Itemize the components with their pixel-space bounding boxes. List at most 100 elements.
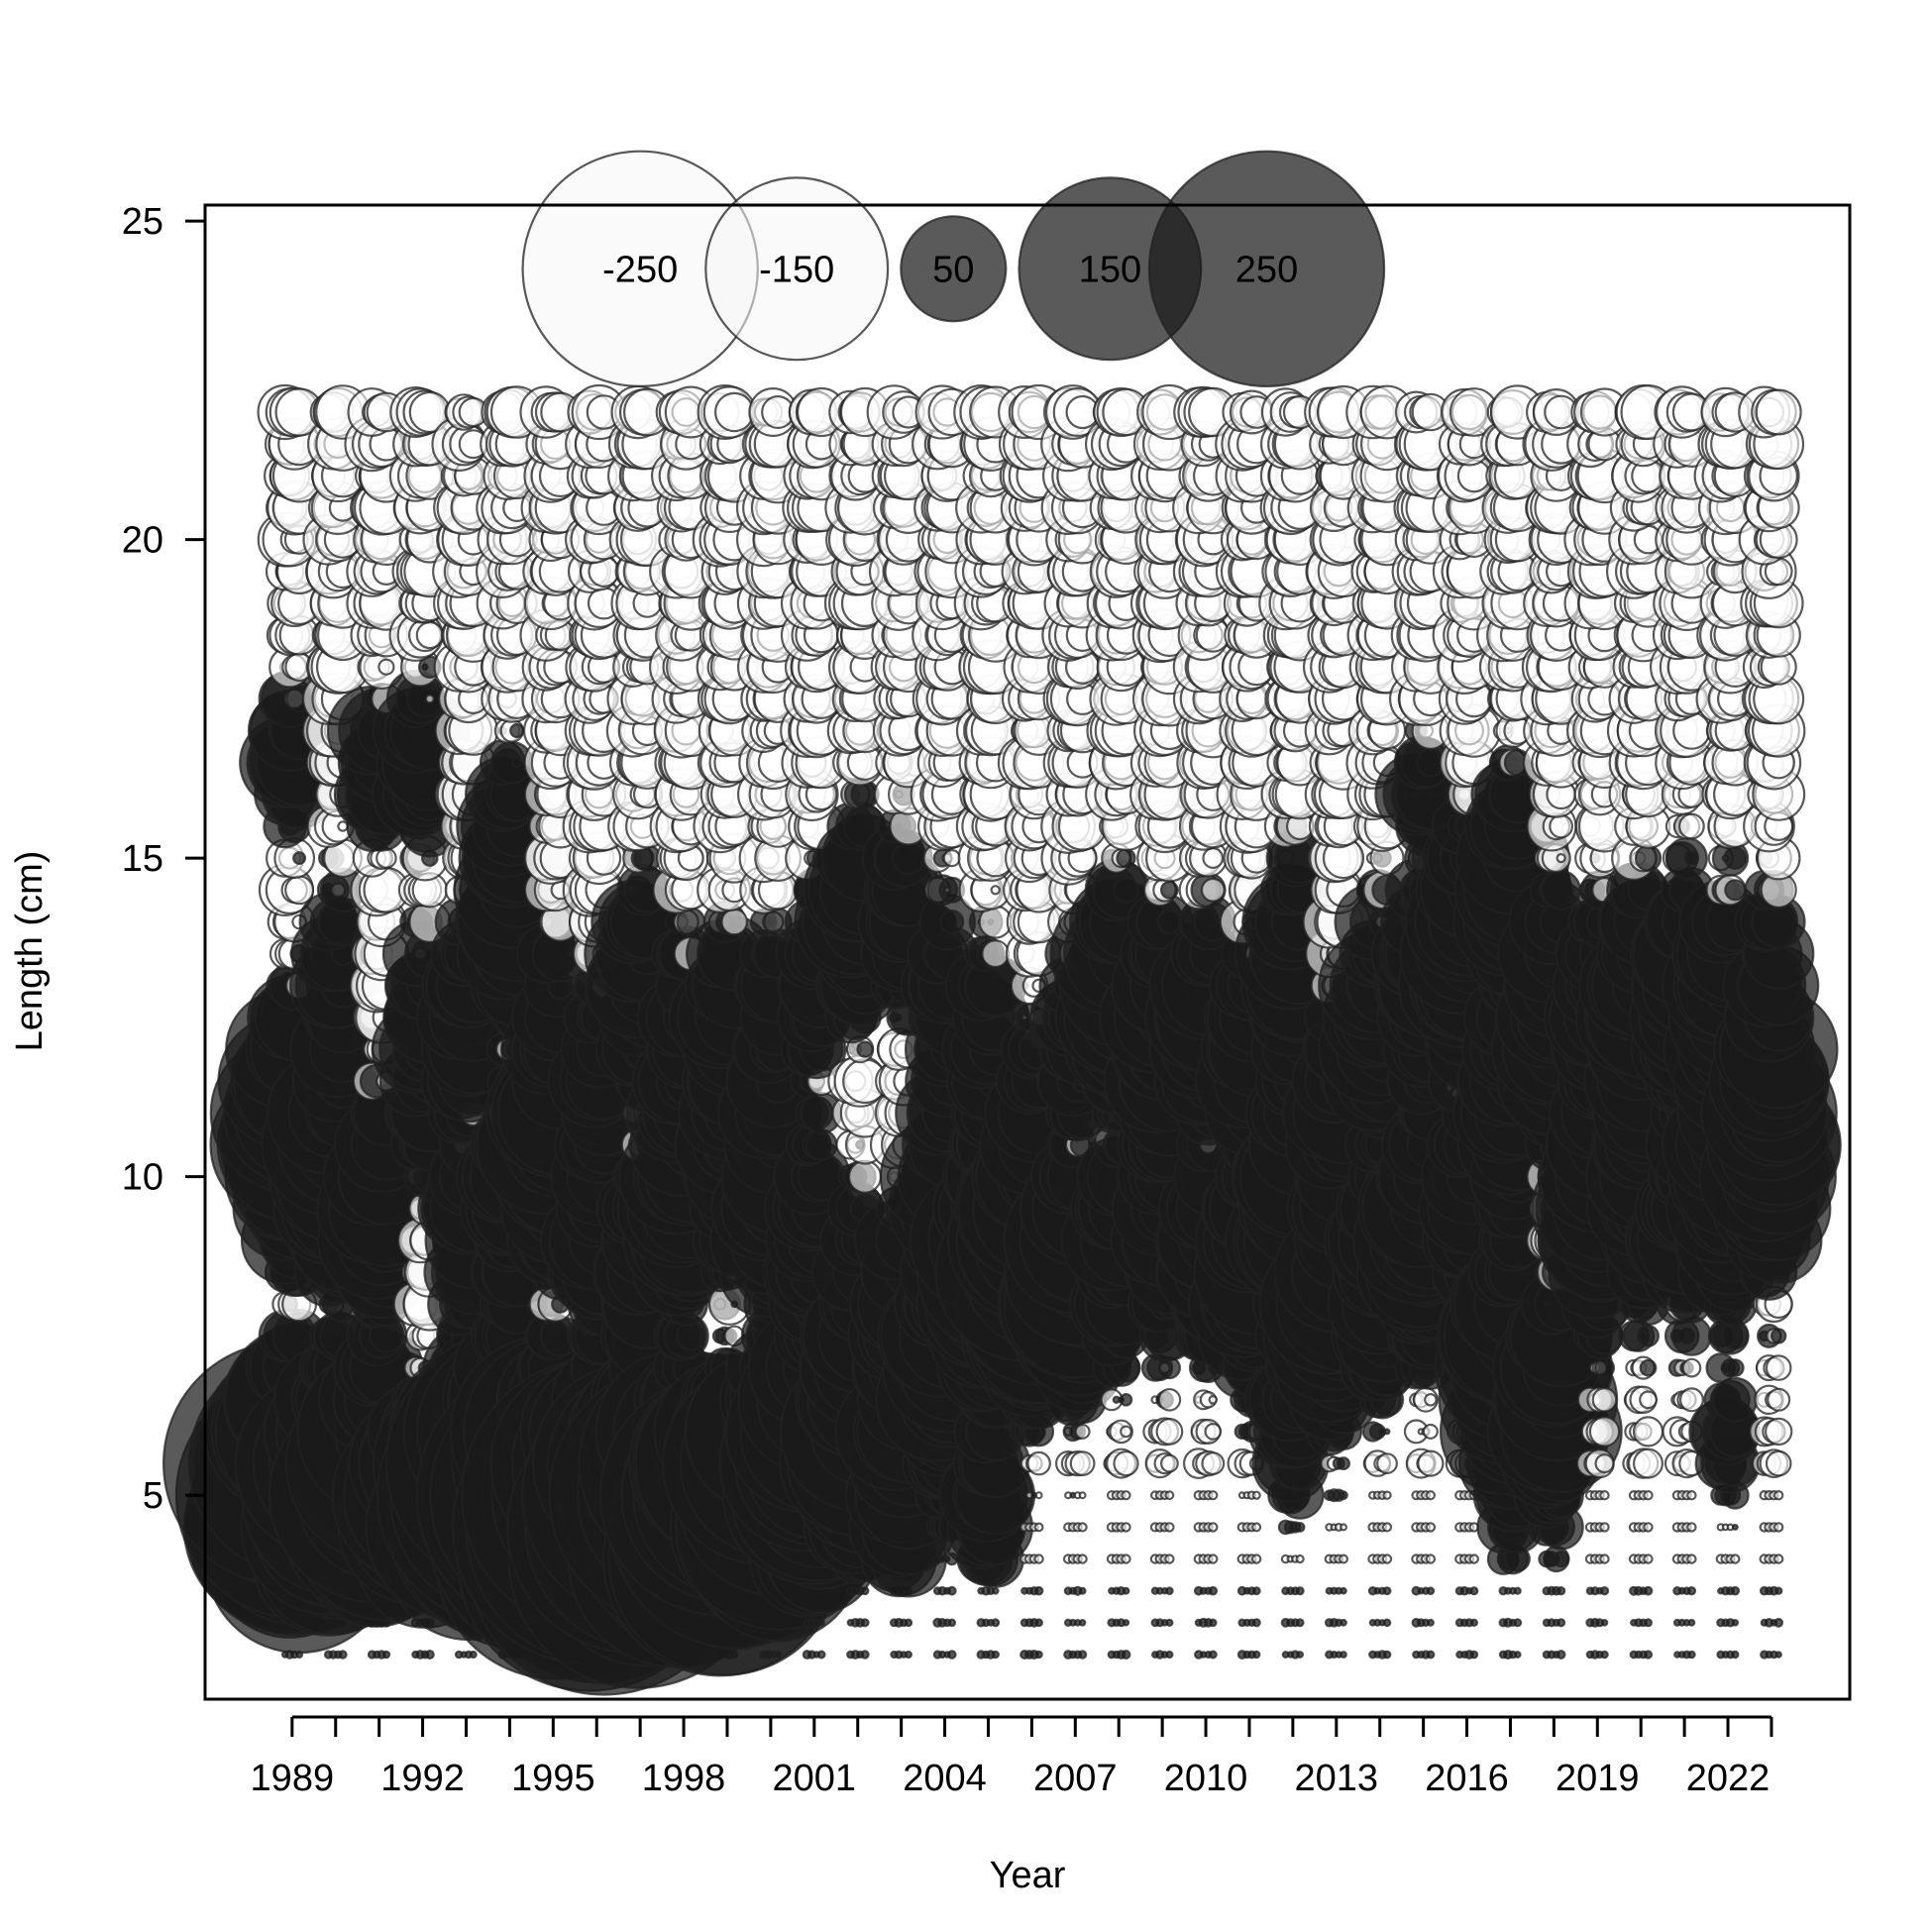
positive-residual-bubble [1426,1650,1436,1660]
positive-residual-bubble [816,1650,826,1660]
positive-residual-bubble [805,1128,838,1161]
negative-residual-bubble [847,1159,883,1194]
positive-residual-bubble [991,1650,1001,1660]
positive-residual-bubble [1541,869,1581,911]
positive-residual-bubble [1469,1618,1479,1628]
positive-residual-bubble [860,1586,870,1596]
positive-residual-bubble [1336,1456,1350,1471]
positive-residual-bubble [1251,1586,1261,1596]
positive-residual-bubble [1251,1650,1261,1660]
positive-residual-bubble [1294,1521,1306,1533]
negative-residual-bubble [1204,1423,1223,1441]
positive-residual-bubble [1121,1649,1131,1660]
positive-residual-bubble [1593,1356,1616,1379]
positive-residual-bubble [1112,876,1140,904]
negative-residual-bubble [1468,1554,1480,1564]
positive-residual-bubble [1339,1490,1348,1501]
positive-residual-bubble [509,722,525,739]
positive-residual-bubble [1251,1618,1261,1628]
positive-residual-bubble [675,1321,706,1351]
negative-residual-bubble [1208,1395,1219,1405]
positive-residual-bubble [1426,1618,1435,1627]
negative-residual-bubble [1159,1453,1179,1473]
positive-residual-bubble [1600,1650,1609,1660]
positive-residual-bubble [1296,1651,1304,1659]
negative-residual-bubble [337,820,349,832]
negative-residual-bubble [1157,1388,1182,1412]
positive-residual-bubble [424,1649,435,1660]
negative-residual-bubble [1121,1554,1131,1564]
positive-residual-bubble [991,1586,1000,1595]
positive-residual-bubble [292,851,307,866]
negative-residual-bubble [942,848,961,868]
negative-residual-bubble [1113,1449,1139,1477]
positive-residual-bubble [1209,1618,1218,1628]
positive-residual-bubble [1295,1618,1305,1628]
negative-residual-bubble [1588,1416,1621,1448]
negative-residual-bubble [424,694,435,704]
positive-residual-bubble [1382,1586,1392,1596]
positive-residual-bubble [1513,1618,1523,1628]
negative-residual-bubble [1250,1554,1262,1564]
positive-residual-bubble [1599,1585,1610,1596]
positive-residual-bubble [1295,1586,1305,1596]
positive-residual-bubble [1382,1650,1392,1660]
positive-residual-bubble [1078,1586,1087,1595]
positive-residual-bubble [1643,1650,1654,1660]
negative-residual-bubble [1164,1522,1175,1533]
negative-residual-bubble [1594,1453,1615,1474]
positive-residual-bubble [1078,1619,1087,1627]
negative-residual-bubble [1155,1417,1184,1446]
positive-residual-bubble [817,1618,825,1627]
positive-residual-bubble [1600,1619,1609,1627]
negative-residual-bubble [1381,1522,1393,1533]
negative-residual-bubble [1033,1522,1044,1533]
positive-residual-bubble [946,1585,957,1596]
positive-residual-bubble [773,1650,783,1660]
negative-residual-bubble [720,908,748,936]
negative-residual-bubble [1425,1554,1437,1564]
positive-residual-bubble [1208,1650,1218,1660]
positive-residual-bubble [991,1618,1001,1628]
negative-residual-bubble [1338,1554,1348,1564]
positive-residual-bubble [1643,1618,1653,1628]
positive-residual-bubble [1034,1650,1043,1660]
positive-residual-bubble [856,1040,874,1058]
positive-residual-bubble [1165,1586,1174,1596]
negative-residual-bubble [1425,1490,1437,1501]
negative-residual-bubble [1200,877,1226,903]
positive-residual-bubble [1552,1550,1570,1568]
positive-residual-bubble [511,757,523,769]
negative-residual-bubble [1201,1451,1226,1475]
negative-residual-bubble [1632,1448,1664,1479]
positive-residual-bubble [1556,1618,1566,1628]
positive-residual-bubble [381,1650,391,1660]
negative-residual-bubble [377,658,395,676]
negative-residual-bubble [1208,1490,1219,1501]
negative-residual-bubble [1639,1390,1658,1410]
positive-residual-bubble [1383,1428,1391,1436]
negative-residual-bubble [1208,1554,1219,1564]
negative-residual-bubble [1425,1522,1437,1533]
negative-residual-bubble [714,391,755,433]
positive-residual-bubble [1382,1618,1392,1628]
negative-residual-bubble [981,939,1011,968]
negative-residual-bubble [1251,1522,1262,1533]
positive-residual-bubble [1165,1650,1174,1660]
negative-residual-bubble [1556,852,1566,864]
residual-bubbles [162,383,1842,1696]
negative-residual-bubble [1643,1489,1654,1501]
negative-residual-bubble [1069,1450,1096,1476]
negative-residual-bubble [1078,1491,1087,1500]
negative-residual-bubble [1382,1490,1392,1500]
negative-residual-bubble [1591,1387,1618,1413]
positive-residual-bubble [1426,1586,1436,1596]
positive-residual-bubble [338,1650,348,1660]
positive-residual-bubble [891,841,925,876]
negative-residual-bubble [1208,1522,1219,1533]
negative-residual-bubble [1034,1491,1043,1500]
negative-residual-bubble [1632,1416,1664,1448]
positive-residual-bubble [1077,1650,1088,1660]
negative-residual-bubble [1381,1554,1393,1564]
